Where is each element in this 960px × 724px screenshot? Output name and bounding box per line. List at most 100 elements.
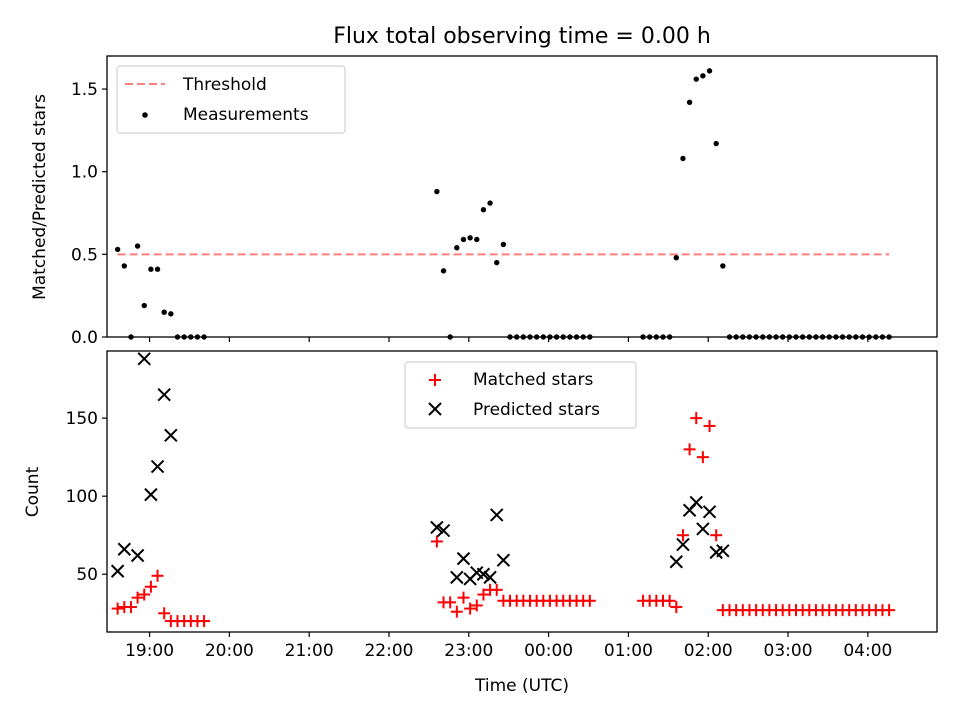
matched-stars-point bbox=[151, 569, 164, 582]
matched-stars-point bbox=[124, 601, 137, 614]
matched-stars-point bbox=[477, 588, 490, 601]
top-marks bbox=[114, 68, 892, 340]
measurement-point bbox=[134, 243, 141, 249]
measurement-point bbox=[693, 76, 699, 82]
x-tick-label: 19:00 bbox=[125, 641, 174, 661]
measurement-point bbox=[460, 236, 467, 243]
x-tick-label: 03:00 bbox=[764, 641, 813, 661]
predicted-stars-point bbox=[676, 537, 690, 552]
predicted-stars-point bbox=[450, 570, 464, 585]
bottom-panel: 50 100 150 19:00 20:00 21:00 22:00 23:00 00:00 0… bbox=[23, 350, 938, 696]
bottom-axes-frame bbox=[106, 350, 938, 633]
bottom-x-axis-label: Time (UTC) bbox=[474, 676, 569, 696]
measurements-legend-label: Measurements bbox=[183, 105, 309, 125]
bottom-legend: Matched stars Predicted stars bbox=[404, 361, 637, 429]
y-tick-label: 0.5 bbox=[71, 245, 98, 265]
top-legend-box bbox=[116, 65, 346, 134]
predicted-stars-point bbox=[689, 495, 703, 510]
bottom-x-ticks: 19:00 20:00 21:00 22:00 23:00 00:00 01:00 02:00… bbox=[125, 632, 892, 661]
bottom-y-axis-label: Count bbox=[23, 466, 43, 517]
x-tick-label: 04:00 bbox=[843, 641, 892, 661]
measurement-point bbox=[474, 236, 480, 243]
top-x-ticks bbox=[148, 337, 869, 342]
predicted-stars-point bbox=[490, 508, 504, 522]
top-legend: Threshold Measurements bbox=[116, 65, 346, 134]
measurement-point bbox=[713, 140, 719, 147]
measurement-point bbox=[148, 266, 154, 272]
measurement-point bbox=[720, 263, 726, 269]
bottom-marks bbox=[110, 352, 896, 628]
bottom-legend-box bbox=[404, 361, 637, 429]
matched-stars-point bbox=[430, 535, 443, 548]
predicted-stars-point bbox=[716, 544, 730, 558]
matched-stars-point bbox=[663, 594, 676, 607]
matched-stars-point bbox=[703, 419, 716, 432]
predicted-stars-point bbox=[696, 522, 710, 536]
matched-legend-swatch bbox=[429, 374, 441, 386]
y-tick-label: 50 bbox=[76, 565, 98, 585]
matched-stars-point bbox=[138, 588, 151, 601]
x-tick-label: 01:00 bbox=[604, 641, 653, 661]
x-tick-label: 21:00 bbox=[285, 641, 334, 661]
measurement-point bbox=[680, 155, 686, 162]
measurement-point bbox=[673, 254, 679, 261]
measurement-point bbox=[494, 259, 500, 266]
matched-stars-point bbox=[710, 529, 723, 542]
predicted-stars-point bbox=[137, 352, 151, 366]
x-tick-label: 00:00 bbox=[524, 641, 573, 661]
measurement-point bbox=[467, 235, 473, 241]
predicted-stars-point bbox=[669, 555, 684, 569]
measurement-point bbox=[480, 207, 487, 213]
measurement-point bbox=[706, 68, 713, 74]
measurement-point bbox=[141, 302, 147, 309]
measurement-point bbox=[168, 311, 174, 317]
matched-stars-point bbox=[690, 412, 703, 425]
matched-stars-point bbox=[144, 580, 157, 593]
predicted-stars-point bbox=[144, 487, 158, 502]
matched-stars-point bbox=[696, 451, 709, 464]
matched-stars-point bbox=[131, 591, 144, 604]
matched-stars-point bbox=[676, 529, 689, 542]
measurement-point bbox=[434, 188, 440, 195]
measurement-point bbox=[114, 246, 121, 253]
y-tick-label: 1.5 bbox=[71, 80, 98, 100]
y-tick-label: 1.0 bbox=[71, 163, 98, 183]
x-tick-label: 22:00 bbox=[364, 641, 413, 661]
predicted-stars-point bbox=[476, 567, 491, 581]
measurement-point bbox=[500, 241, 507, 248]
measurement-point bbox=[700, 73, 706, 79]
matched-stars-point bbox=[583, 594, 596, 607]
measurement-point bbox=[487, 200, 493, 206]
predicted-stars-point bbox=[117, 542, 131, 556]
predicted-legend-swatch bbox=[428, 402, 442, 416]
matched-stars-point bbox=[470, 599, 483, 612]
y-tick-label: 150 bbox=[66, 409, 98, 429]
predicted-stars-point bbox=[496, 553, 511, 567]
top-y-axis-label: Matched/Predicted stars bbox=[30, 94, 50, 300]
measurement-point bbox=[686, 99, 693, 105]
matched-stars-point bbox=[111, 602, 124, 615]
measurement-point bbox=[154, 266, 161, 272]
measurement-point bbox=[454, 245, 460, 251]
y-tick-label: 100 bbox=[66, 487, 98, 507]
measurement-point bbox=[440, 268, 447, 274]
matched-stars-point bbox=[198, 615, 211, 628]
y-tick-label: 0.0 bbox=[71, 328, 98, 348]
predicted-stars-point bbox=[110, 564, 125, 578]
predicted-stars-point bbox=[150, 459, 165, 474]
matched-legend-label: Matched stars bbox=[473, 370, 593, 390]
predicted-stars-point bbox=[436, 523, 451, 538]
matched-stars-point bbox=[464, 602, 477, 615]
matched-stars-point bbox=[457, 591, 470, 604]
matched-stars-point bbox=[158, 607, 171, 620]
measurement-point bbox=[161, 309, 167, 315]
predicted-stars-point bbox=[430, 520, 444, 535]
matched-stars-point bbox=[444, 596, 457, 609]
matched-stars-point bbox=[490, 583, 503, 596]
predicted-stars-point bbox=[702, 505, 717, 519]
x-tick-label: 02:00 bbox=[684, 641, 733, 661]
top-y-ticks: 0.0 0.5 1.0 1.5 bbox=[71, 80, 107, 348]
predicted-stars-point bbox=[164, 428, 178, 443]
top-panel: 0.0 0.5 1.0 1.5 Matched/Predicted stars Thr… bbox=[30, 55, 938, 348]
